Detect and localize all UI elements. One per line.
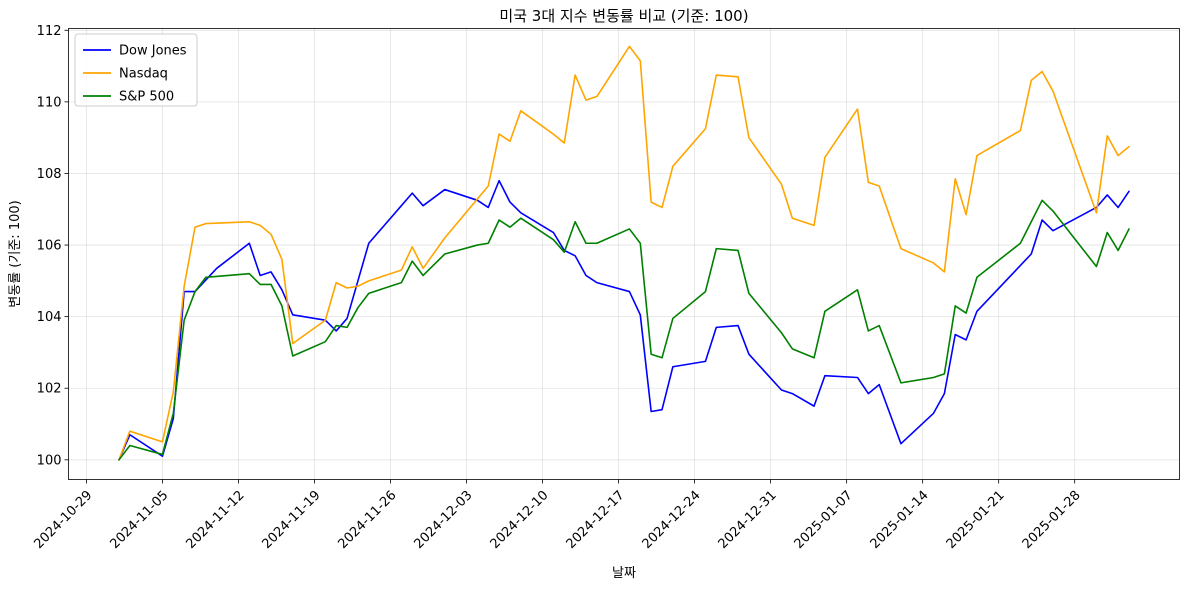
x-tick-label: 2025-01-14 <box>868 488 932 552</box>
grid <box>68 28 1180 480</box>
x-tick-label: 2025-01-21 <box>944 488 1008 552</box>
x-axis-title: 날짜 <box>612 566 636 581</box>
legend-box <box>74 33 198 107</box>
y-tick-label: 100 <box>37 453 62 468</box>
y-tick-label: 108 <box>37 167 62 182</box>
x-tick-label: 2024-12-17 <box>564 488 628 552</box>
y-tick-label: 104 <box>37 310 62 325</box>
x-tick-label: 2024-12-10 <box>488 488 552 552</box>
y-tick-label: 106 <box>37 239 62 254</box>
x-tick-label: 2024-12-03 <box>412 488 476 552</box>
x-tick-label: 2025-01-28 <box>1020 488 1084 552</box>
y-axis-title: 변동률 (기준: 100) <box>8 200 23 307</box>
x-axis: 2024-10-29 2024-11-05 2024-11-12 2024-11-19… <box>31 479 1084 552</box>
x-tick-label: 2024-11-12 <box>183 488 247 552</box>
legend-label-dow-jones: Dow Jones <box>119 44 187 59</box>
chart-title: 미국 3대 지수 변동률 비교 (기준: 100) <box>499 7 748 25</box>
x-tick-label: 2024-10-29 <box>31 488 95 552</box>
x-tick-label: 2024-11-26 <box>336 488 400 552</box>
y-tick-label: 112 <box>37 24 62 39</box>
y-tick-label: 110 <box>37 95 62 110</box>
x-tick-label: 2024-11-05 <box>107 488 171 552</box>
series-line-s-p-500 <box>118 199 1130 461</box>
series-line-nasdaq <box>118 45 1130 461</box>
series-layer <box>118 45 1130 461</box>
plot-frame <box>68 28 1180 480</box>
legend-label-nasdaq: Nasdaq <box>119 67 168 82</box>
y-axis: 100 102 104 106 108 110 112 <box>37 24 69 468</box>
x-tick-label: 2025-01-07 <box>792 488 856 552</box>
legend-label-s-p-500: S&P 500 <box>119 90 174 105</box>
x-tick-label: 2024-12-24 <box>640 488 704 552</box>
legend-items: Dow Jones Nasdaq S&P 500 <box>83 44 187 105</box>
legend: Dow Jones Nasdaq S&P 500 <box>74 33 198 107</box>
y-tick-label: 102 <box>37 382 62 397</box>
series-line-dow-jones <box>118 179 1130 461</box>
x-tick-label: 2024-11-19 <box>259 488 323 552</box>
x-tick-label: 2024-12-31 <box>716 488 780 552</box>
